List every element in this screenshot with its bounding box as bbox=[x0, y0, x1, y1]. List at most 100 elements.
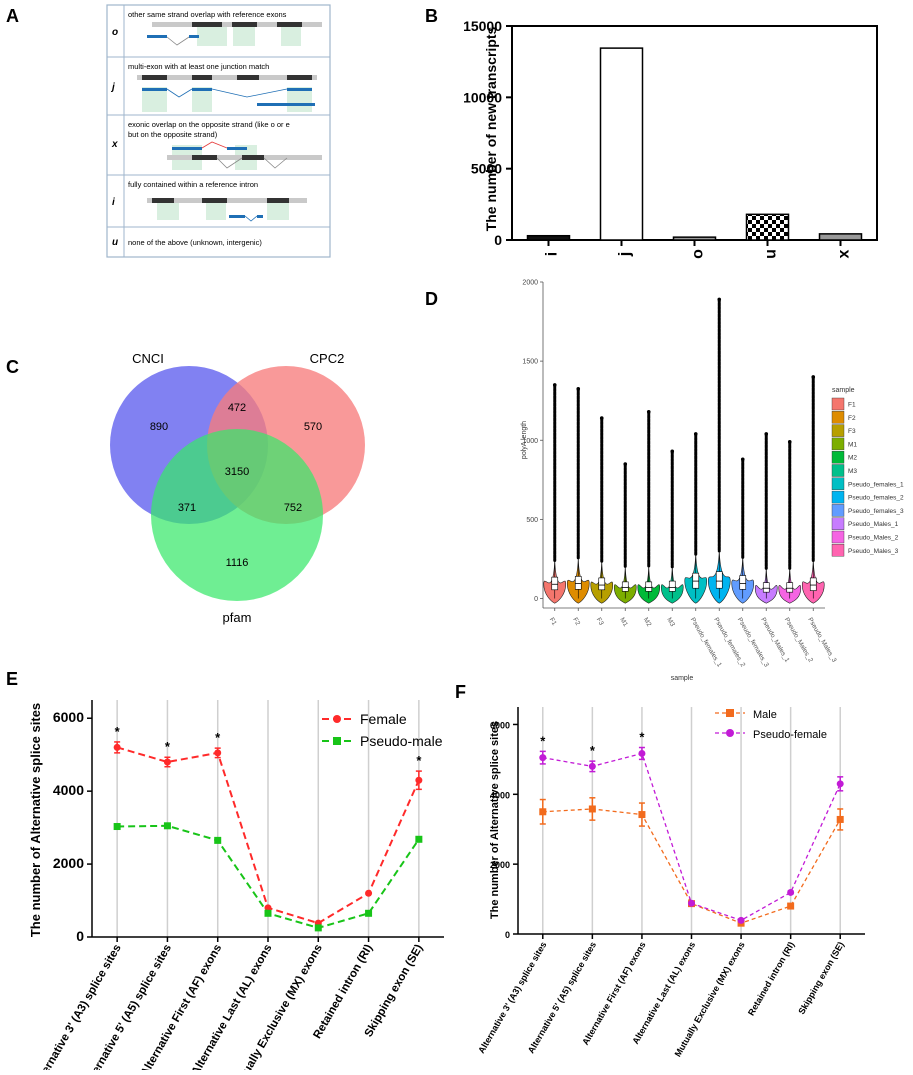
code-j-illustration bbox=[137, 75, 317, 112]
panel-a: A o other same strand overlap with refer… bbox=[6, 4, 331, 258]
d-ytick-label: 2000 bbox=[522, 280, 538, 287]
d-box-Pseudo_Males_3 bbox=[809, 577, 817, 591]
d-legend-swatch-F2 bbox=[831, 411, 845, 424]
panel-a-letter: A bbox=[6, 6, 19, 26]
b-bar-o bbox=[672, 236, 717, 241]
b-bar-x bbox=[818, 233, 863, 241]
code-i-illustration bbox=[147, 198, 307, 222]
d-box-Pseudo_females_3 bbox=[739, 575, 747, 590]
b-bar-i bbox=[526, 234, 571, 241]
d-legend-swatch-Pseudo_females_3 bbox=[831, 504, 845, 517]
d-legend-label-M1: M1 bbox=[848, 441, 857, 448]
significance-star: * bbox=[590, 743, 596, 758]
code-x-desc: exonic overlap on the opposite strand (l… bbox=[128, 120, 290, 129]
point-Male bbox=[787, 902, 795, 910]
b-xtick-label: o bbox=[690, 249, 707, 259]
ytick-label: 6000 bbox=[490, 720, 510, 730]
legend-marker-Pseudo-male bbox=[333, 737, 341, 745]
d-box-M2 bbox=[645, 581, 653, 592]
point-Pseudo-female bbox=[787, 888, 795, 896]
venn-circle-pfam bbox=[151, 429, 323, 601]
b-xtick-label: u bbox=[763, 249, 780, 259]
ytick-label: 0 bbox=[76, 928, 84, 944]
d-outlier-max-Pseudo_females_2 bbox=[717, 297, 722, 302]
point-Female bbox=[214, 749, 222, 757]
code-x: x bbox=[111, 139, 118, 150]
point-Female bbox=[415, 776, 423, 784]
d-legend: sample F1 F2 F3 M1 M2 M3 Pseudo_females_1 Pseud… bbox=[831, 387, 904, 557]
d-outlier-max-Pseudo_females_1 bbox=[693, 432, 698, 436]
d-xtick-label: F1 bbox=[548, 617, 558, 627]
d-xtick-label: M1 bbox=[618, 617, 629, 629]
e-ylabel: The number of Alternative splice sites bbox=[28, 703, 43, 937]
d-xlabel: sample bbox=[671, 675, 694, 682]
ytick-label: 0 bbox=[505, 930, 510, 940]
legend-label-Male: Male bbox=[753, 709, 777, 721]
d-legend-swatch-Pseudo_Males_1 bbox=[831, 517, 845, 530]
d-xtick-label: F2 bbox=[571, 617, 581, 627]
d-legend-swatch-M3 bbox=[831, 464, 845, 477]
legend-label-Pseudo-female: Pseudo-female bbox=[753, 729, 827, 741]
class-code-table: o other same strand overlap with referen… bbox=[106, 4, 331, 258]
venn-region-pfam: 1116 bbox=[226, 557, 249, 569]
panel-c-letter: C bbox=[6, 357, 19, 377]
d-xtick-label: F3 bbox=[595, 617, 605, 627]
point-Pseudo-male bbox=[214, 836, 222, 844]
d-outlier-max-Pseudo_Males_1 bbox=[764, 432, 769, 436]
panel-f-letter: F bbox=[455, 682, 466, 702]
b-ytick-label: 5000 bbox=[471, 161, 502, 177]
legend-label-Pseudo-male: Pseudo-male bbox=[360, 733, 443, 749]
point-Female bbox=[163, 758, 171, 766]
venn-region-cnci: 890 bbox=[150, 421, 168, 433]
panel-b: B The number of new transcripts 0 5000 100… bbox=[425, 6, 878, 259]
panel-d: D polyA length sample 0 500 1000 1500 2000 F1… bbox=[425, 280, 904, 683]
point-Female bbox=[113, 743, 121, 751]
d-xtick-label: M3 bbox=[665, 617, 676, 629]
venn-region-cnci-pfam: 371 bbox=[178, 502, 196, 514]
d-box-Pseudo_Males_1 bbox=[762, 582, 770, 593]
d-legend-label-M2: M2 bbox=[848, 455, 857, 462]
b-bars bbox=[526, 47, 863, 241]
venn-region-cpc2-pfam: 752 bbox=[284, 502, 302, 514]
point-Pseudo-female bbox=[836, 780, 844, 788]
b-xtick-label: j bbox=[617, 252, 634, 257]
f-ylabel: The number of Alternative splice sites bbox=[489, 721, 501, 919]
d-box-Pseudo_Males_2 bbox=[786, 582, 794, 593]
d-violins bbox=[543, 297, 825, 604]
code-o-desc: other same strand overlap with reference… bbox=[128, 10, 287, 19]
d-box-F2 bbox=[574, 576, 582, 590]
d-legend-swatch-M1 bbox=[831, 437, 845, 451]
point-Pseudo-male bbox=[264, 909, 272, 917]
ytick-label: 6000 bbox=[53, 709, 84, 725]
d-legend-label-Pseudo_Males_2: Pseudo_Males_2 bbox=[848, 535, 899, 542]
d-legend-label-Pseudo_females_3: Pseudo_females_3 bbox=[848, 508, 904, 515]
significance-star: * bbox=[639, 730, 645, 745]
venn-region-cpc2: 570 bbox=[304, 421, 322, 433]
point-Pseudo-male bbox=[113, 823, 121, 831]
code-i-desc: fully contained within a reference intro… bbox=[128, 180, 258, 189]
d-outlier-max-Pseudo_Males_3 bbox=[811, 375, 816, 379]
code-j: j bbox=[110, 82, 115, 93]
significance-star: * bbox=[540, 733, 546, 748]
ytick-label: 2000 bbox=[490, 860, 510, 870]
significance-star: * bbox=[215, 730, 221, 745]
d-outlier-max-M1 bbox=[623, 462, 628, 466]
legend-label-Female: Female bbox=[360, 711, 407, 727]
legend-marker-Pseudo-female bbox=[726, 729, 734, 737]
point-Male bbox=[539, 808, 547, 816]
d-legend-swatch-Pseudo_females_2 bbox=[831, 490, 845, 504]
code-i: i bbox=[112, 197, 115, 208]
xtick-label: Mutually Exclusive (MX) exons bbox=[231, 943, 325, 1071]
xtick-label: Retained intron (RI) bbox=[746, 940, 796, 1017]
d-legend-swatch-M2 bbox=[831, 451, 845, 464]
panel-c: C CNCI CPC2 pfam 890 570 1116 472 371 75… bbox=[6, 351, 365, 625]
d-outlier-max-M2 bbox=[646, 409, 651, 414]
point-Pseudo-female bbox=[638, 749, 646, 757]
code-u-desc: none of the above (unknown, intergenic) bbox=[128, 238, 262, 247]
code-x-illustration bbox=[167, 141, 322, 170]
code-u: u bbox=[112, 237, 118, 248]
significance-star: * bbox=[416, 753, 422, 768]
